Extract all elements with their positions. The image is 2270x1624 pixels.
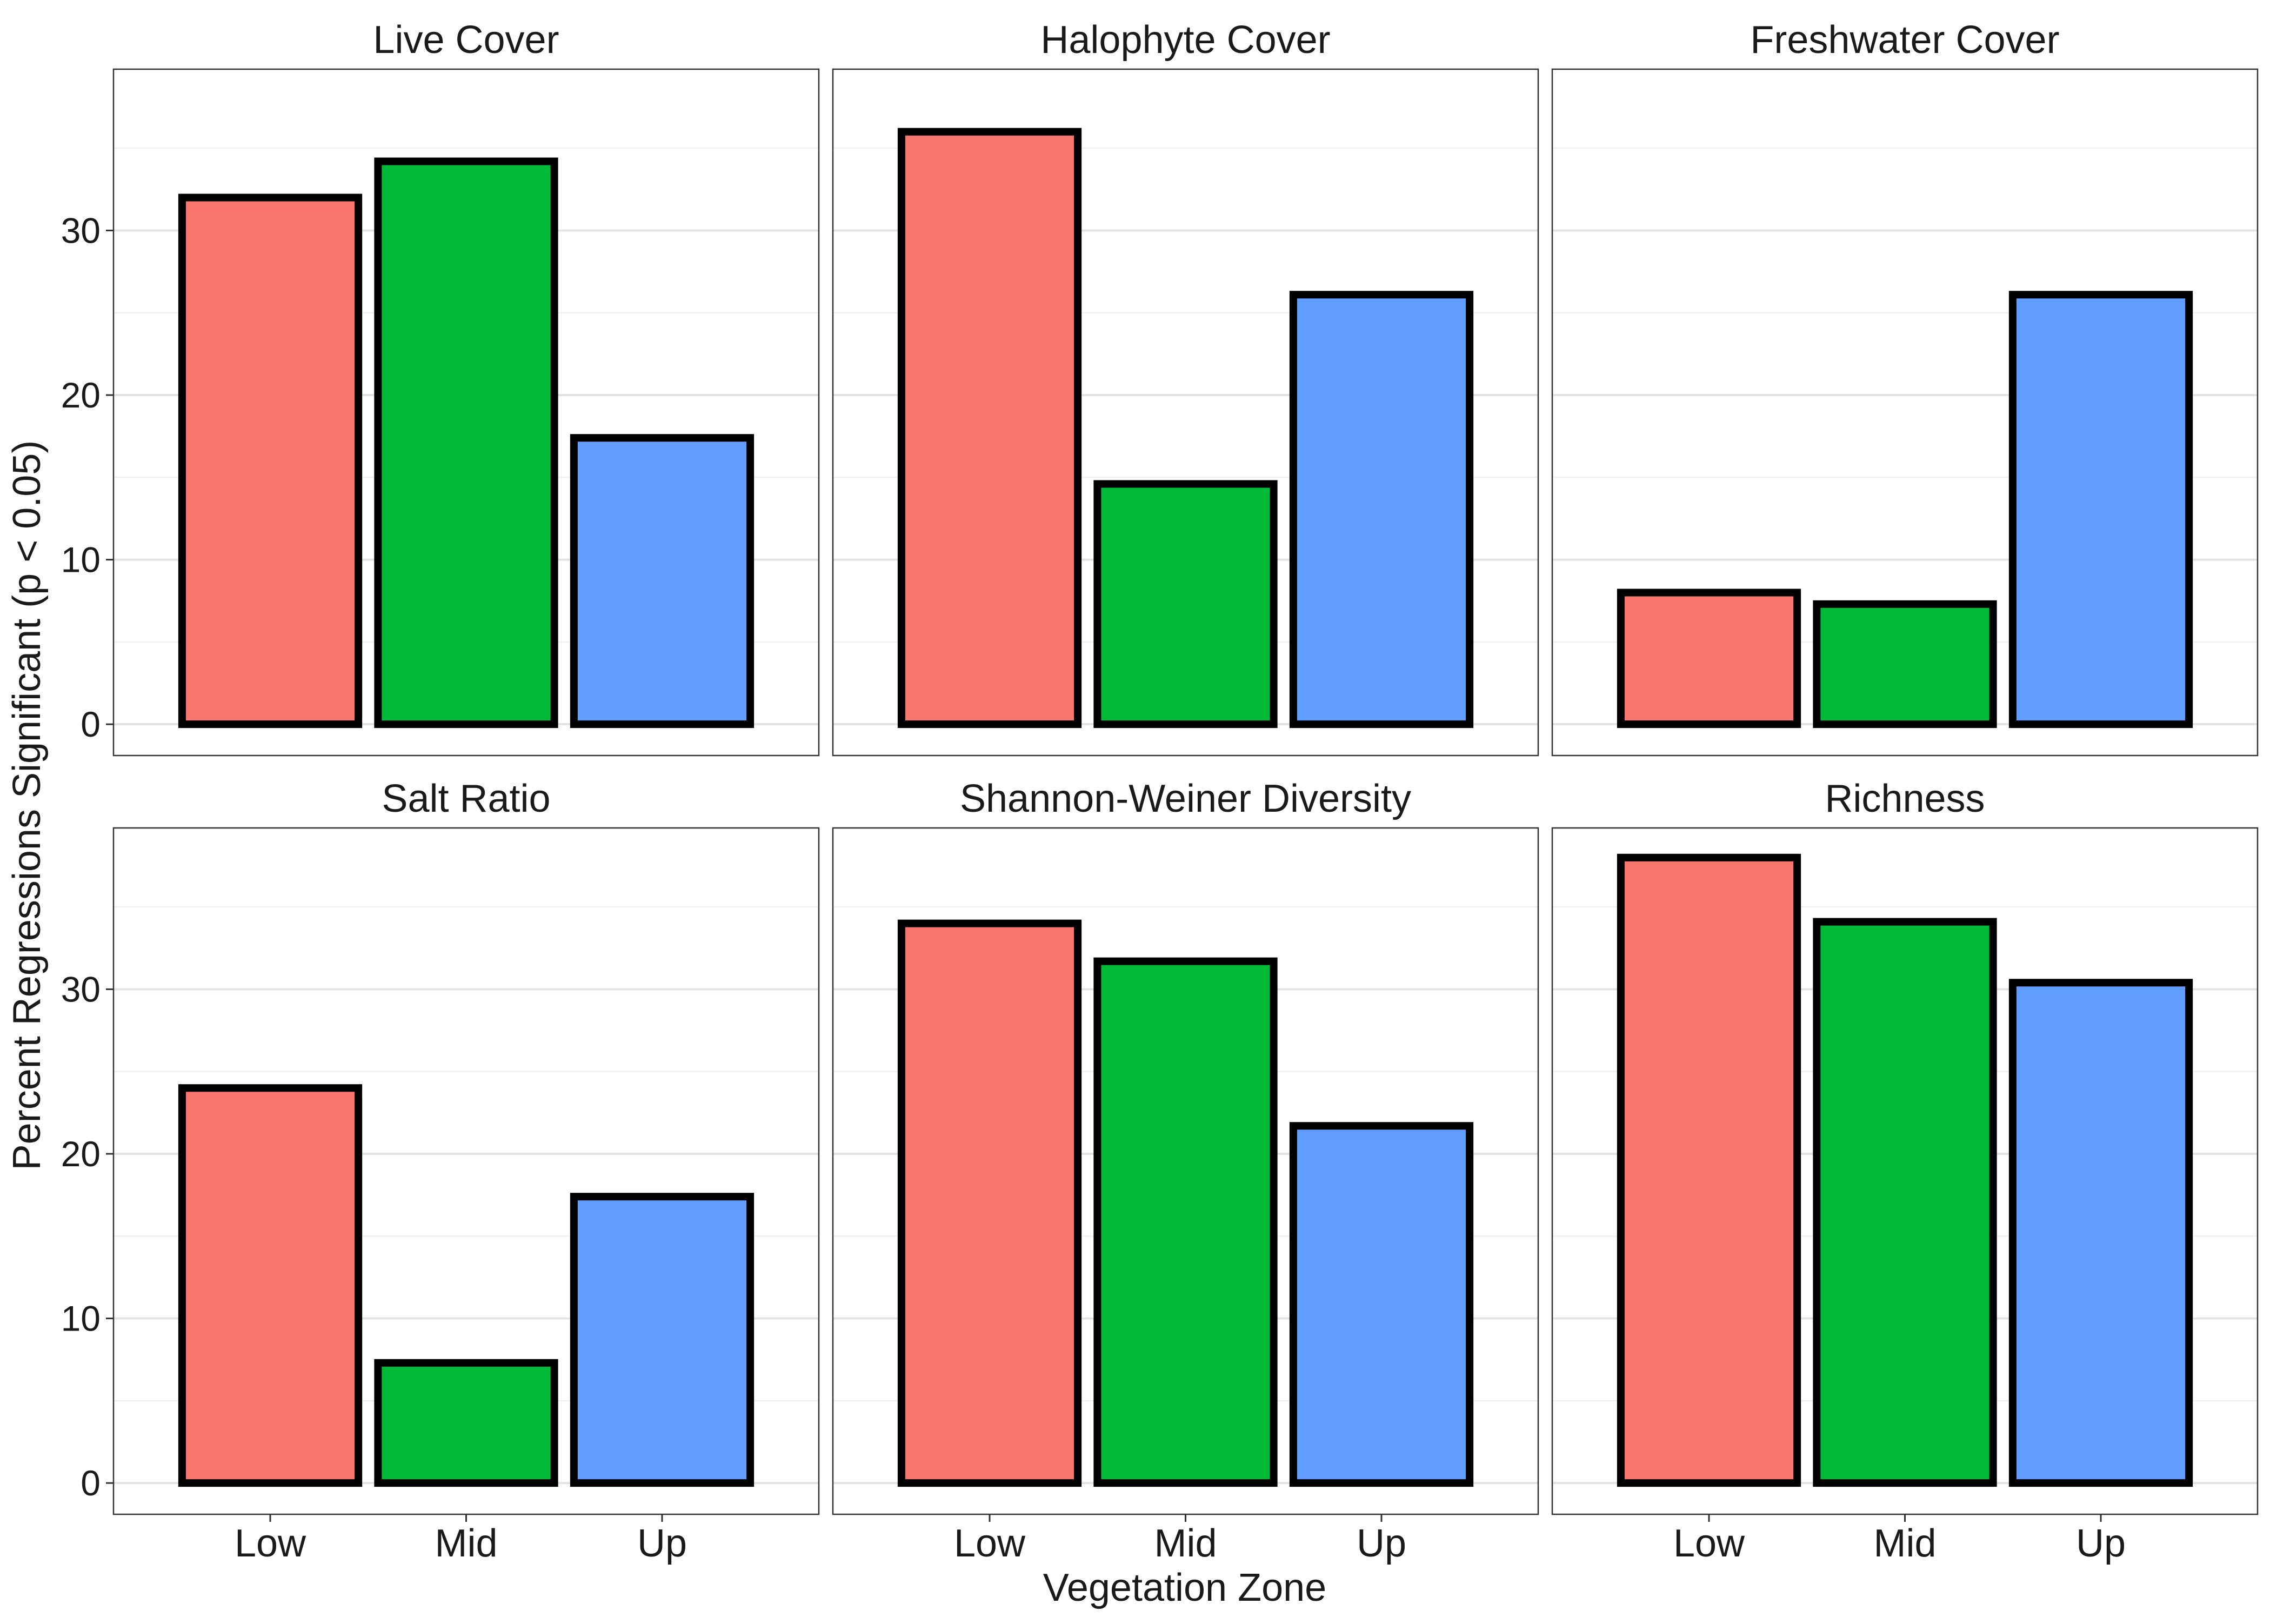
bar-mid	[374, 1359, 558, 1487]
bar-mid	[1093, 957, 1278, 1487]
panel-title: Halophyte Cover	[1040, 18, 1330, 62]
y-tick-label: 30	[61, 969, 101, 1009]
x-tick-label: Up	[2076, 1522, 2126, 1565]
bar-low	[1617, 853, 1801, 1487]
bar-mid	[1813, 918, 1997, 1487]
panel-title: Salt Ratio	[382, 777, 550, 820]
panel-border	[1551, 68, 2259, 757]
facet-panel-4: Salt Ratio 0 10 20 30 Low Mid Up	[61, 777, 820, 1565]
facet-panel-5: Shannon-Weiner Diversity Low Mid Up	[832, 777, 1539, 1565]
y-tick-label: 0	[81, 1463, 101, 1503]
facet-panel-3: Freshwater Cover	[1551, 18, 2259, 757]
panels-layer: Live Cover 0 10 20 30 Halophyte Cover Freshwat…	[61, 18, 2259, 1565]
bar-low	[897, 128, 1082, 729]
panel-title: Richness	[1825, 777, 1985, 820]
bar-up	[1289, 1122, 1474, 1487]
bar-mid	[1093, 480, 1278, 729]
bar-up	[570, 434, 755, 729]
x-tick-label: Low	[954, 1522, 1026, 1565]
bar-up	[2008, 291, 2193, 729]
bar-low	[178, 1084, 363, 1487]
x-tick-label: Up	[637, 1522, 687, 1565]
facet-panel-2: Halophyte Cover	[832, 18, 1539, 757]
y-tick-label: 0	[81, 704, 101, 744]
y-tick-label: 10	[61, 540, 101, 580]
x-axis-title: Vegetation Zone	[1043, 1566, 1326, 1609]
bar-up	[1289, 291, 1474, 729]
panel-border	[832, 68, 1539, 757]
bar-mid	[1813, 600, 1997, 729]
y-tick-label: 20	[61, 375, 101, 415]
panel-title: Live Cover	[373, 18, 559, 62]
panel-title: Freshwater Cover	[1750, 18, 2059, 62]
panel-border	[112, 68, 820, 757]
bar-low	[178, 193, 363, 729]
bar-low	[897, 919, 1082, 1487]
facet-panel-6: Richness Low Mid Up	[1551, 777, 2259, 1565]
bar-mid	[374, 157, 558, 729]
y-tick-label: 10	[61, 1299, 101, 1339]
panel-title: Shannon-Weiner Diversity	[960, 777, 1411, 820]
y-axis-title: Percent Regressions Significant (p < 0.0…	[5, 440, 49, 1171]
x-tick-label: Up	[1357, 1522, 1406, 1565]
bar-low	[1617, 589, 1801, 729]
x-tick-label: Mid	[1154, 1522, 1217, 1565]
bar-up	[570, 1193, 755, 1487]
y-tick-label: 20	[61, 1134, 101, 1174]
y-tick-label: 30	[61, 210, 101, 250]
x-tick-label: Mid	[1873, 1522, 1936, 1565]
x-tick-label: Low	[235, 1522, 306, 1565]
x-tick-label: Low	[1673, 1522, 1745, 1565]
facet-panel-1: Live Cover 0 10 20 30	[61, 18, 820, 757]
x-tick-label: Mid	[435, 1522, 497, 1565]
bar-up	[2008, 979, 2193, 1487]
